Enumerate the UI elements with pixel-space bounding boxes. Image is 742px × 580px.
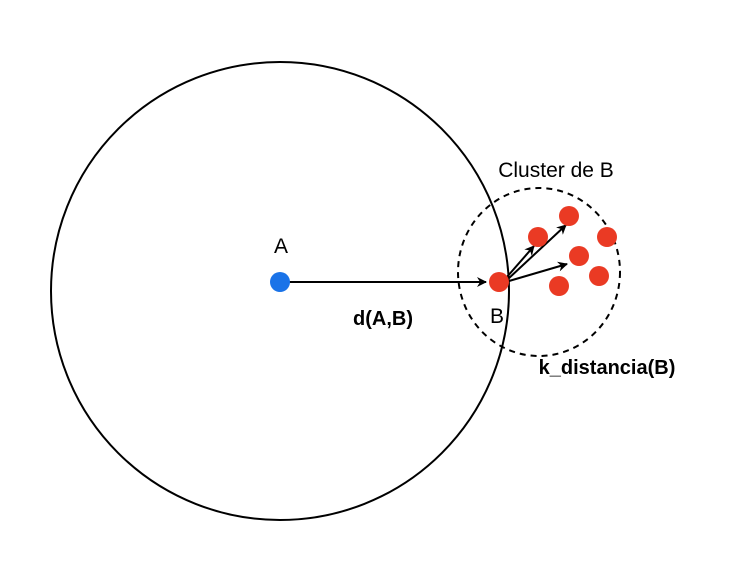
cluster-point bbox=[597, 227, 617, 247]
label-point-b: B bbox=[490, 305, 504, 328]
k-distance-arrow-2 bbox=[507, 224, 567, 280]
cluster-b-boundary bbox=[457, 187, 621, 357]
label-k-distance-b: k_distancia(B) bbox=[539, 357, 676, 379]
point-a bbox=[270, 272, 290, 292]
cluster-point bbox=[549, 276, 569, 296]
cluster-point bbox=[528, 227, 548, 247]
cluster-point bbox=[559, 206, 579, 226]
point-b bbox=[489, 272, 509, 292]
label-cluster-b: Cluster de B bbox=[498, 159, 614, 182]
label-point-a: A bbox=[274, 235, 288, 258]
cluster-point bbox=[589, 266, 609, 286]
label-distance-a-b: d(A,B) bbox=[353, 308, 413, 330]
cluster-point bbox=[569, 246, 589, 266]
k-distance-arrow-1 bbox=[505, 245, 535, 279]
k-distance-arrow-3 bbox=[508, 261, 568, 282]
radius-circle-a bbox=[50, 61, 510, 521]
